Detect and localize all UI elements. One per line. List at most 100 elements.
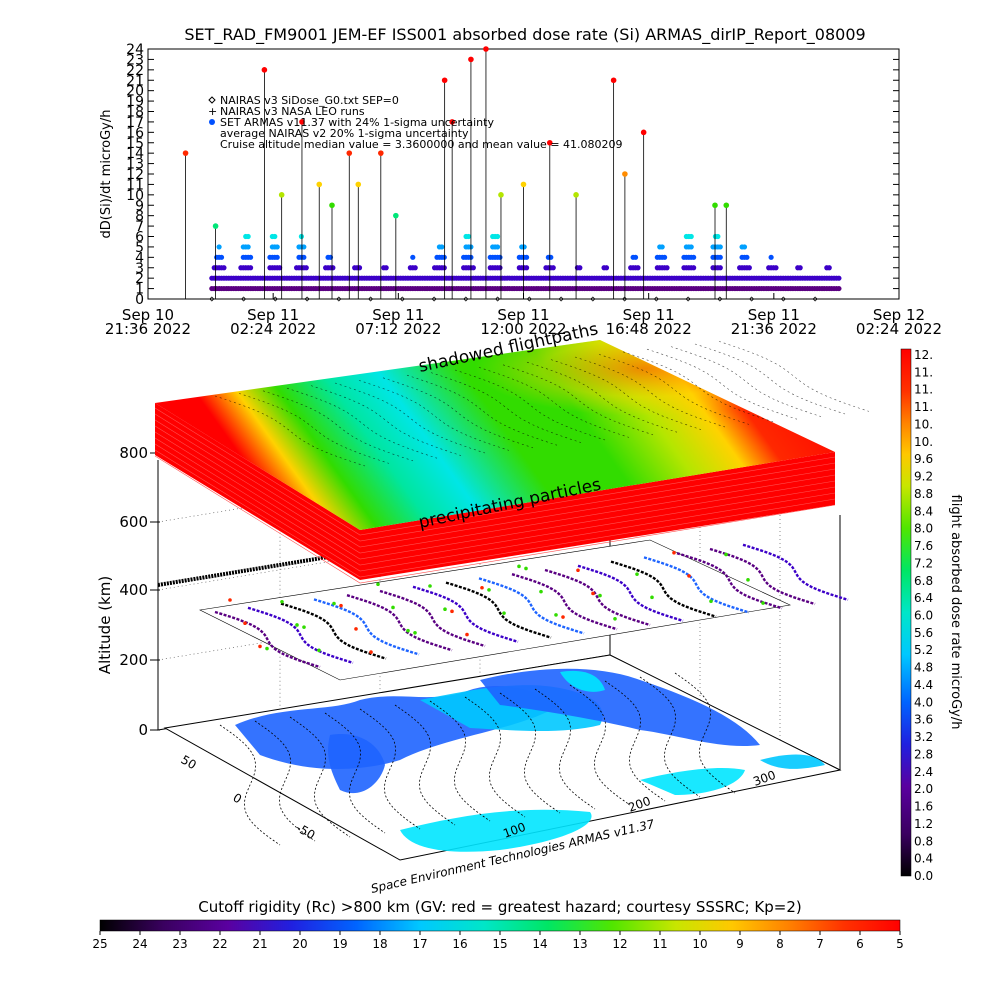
armas-spike-dot bbox=[712, 202, 718, 209]
right-colorbar-tick-label: 6.0 bbox=[914, 609, 933, 623]
bottom-colorbar-tick-label: 8 bbox=[776, 937, 784, 951]
armas-spike-dot bbox=[449, 119, 455, 125]
orbit-highlight-dot bbox=[746, 578, 750, 582]
armas-dot bbox=[494, 244, 501, 250]
ts-y-tick-label: 7 bbox=[135, 219, 144, 235]
nairas-diamond bbox=[463, 296, 469, 302]
3d-orbit-plane bbox=[199, 539, 792, 681]
right-colorbar-tick-label: 0.4 bbox=[914, 852, 933, 866]
ts-y-axis-label: dD(Si)/dt microGy/h bbox=[99, 110, 114, 239]
3d-cutoff-slab: shadowed flightpaths precipitating parti… bbox=[154, 319, 870, 584]
floor-ground-track bbox=[464, 696, 526, 818]
3d-floor-tracks bbox=[219, 672, 736, 846]
right-colorbar-tick-label: 2.0 bbox=[914, 782, 933, 796]
armas-dot bbox=[717, 254, 723, 260]
right-colorbar-tick-label: 8.0 bbox=[914, 522, 933, 536]
3d-z-tick-label: 400 bbox=[119, 581, 148, 599]
right-colorbar-ramp bbox=[900, 348, 912, 877]
ts-y-tick-label: 13 bbox=[126, 157, 144, 173]
ts-y-tick-label: 12 bbox=[126, 167, 144, 183]
nairas-diamond bbox=[717, 296, 723, 302]
bottom-colorbar-tick-label: 9 bbox=[736, 937, 744, 951]
bottom-colorbar-tick-label: 7 bbox=[816, 937, 824, 951]
orbit-track bbox=[247, 606, 354, 664]
nairas-diamond bbox=[368, 296, 374, 302]
ts-x-tick-day: Sep 12 bbox=[873, 306, 925, 324]
armas-spike-dot bbox=[441, 77, 448, 84]
figure-title: SET_RAD_FM9001 JEM-EF ISS001 absorbed do… bbox=[184, 25, 865, 45]
ts-y-tick-label: 17 bbox=[126, 115, 144, 131]
armas-spike-dot bbox=[610, 77, 617, 84]
ts-x-tick-time: 02:24 2022 bbox=[856, 320, 942, 338]
orbit-track bbox=[643, 556, 750, 614]
ts-y-tick-label: 3 bbox=[135, 261, 144, 277]
3d-lat-tick-label: -50 bbox=[294, 820, 318, 842]
orbit-highlight-dot bbox=[672, 550, 676, 555]
armas-dot bbox=[691, 265, 697, 271]
right-colorbar-tick-label: 0.0 bbox=[914, 869, 933, 883]
armas-dot bbox=[301, 254, 307, 260]
3d-grid-line bbox=[157, 584, 611, 661]
right-colorbar-tick-label: 2.4 bbox=[914, 765, 933, 779]
slab-right-face bbox=[360, 452, 835, 580]
ts-y-tick-label: 0 bbox=[135, 292, 144, 308]
orbit-track bbox=[346, 594, 453, 652]
slab-shadow-track bbox=[694, 343, 846, 415]
armas-dot bbox=[218, 254, 225, 260]
continent-shape bbox=[760, 754, 825, 769]
orbit-track bbox=[709, 547, 816, 606]
nairas-diamond bbox=[622, 296, 628, 302]
ts-y-tick-label: 4 bbox=[135, 250, 144, 266]
ts-y-tick-label: 10 bbox=[126, 188, 144, 204]
slab-shadow-track bbox=[526, 361, 678, 433]
ts-y-tick-label: 9 bbox=[135, 198, 144, 214]
right-colorbar-label: flight absorbed dose rate microGy/h bbox=[948, 495, 963, 730]
floor-ground-track bbox=[604, 680, 666, 802]
nairas-diamond bbox=[241, 296, 247, 302]
ts-x-tick-day: Sep 11 bbox=[497, 306, 549, 324]
right-colorbar-tick-label: 8.4 bbox=[914, 504, 933, 518]
3d-grid-line bbox=[157, 514, 611, 591]
right-colorbar-tick-label: 7.2 bbox=[914, 556, 933, 570]
bottom-colorbar-tick-label: 19 bbox=[332, 937, 347, 951]
right-colorbar-tick-label: 6.4 bbox=[914, 591, 933, 605]
floor-ground-track bbox=[219, 724, 281, 846]
slab-shadow-track bbox=[718, 341, 870, 412]
armas-dot bbox=[773, 265, 779, 271]
ts-x-tick-time: 12:00 2022 bbox=[480, 320, 566, 338]
bottom-colorbar-label: Cutoff rigidity (Rc) >800 km (GV: red = … bbox=[198, 898, 801, 916]
armas-dot bbox=[274, 244, 280, 250]
orbit-highlight-dot bbox=[317, 648, 321, 653]
slab-shadow-track bbox=[598, 354, 750, 425]
armas-dot bbox=[245, 244, 251, 250]
armas-dot bbox=[412, 265, 418, 271]
legend-entry: NAIRAS v3 NASA LEO runs bbox=[220, 105, 365, 118]
right-colorbar-tick-label: 1.2 bbox=[914, 817, 933, 831]
nairas-diamond bbox=[558, 296, 564, 302]
armas-dot bbox=[272, 233, 278, 240]
nairas-diamond bbox=[272, 296, 278, 302]
bottom-colorbar-ramp bbox=[99, 919, 901, 932]
orbit-highlight-dot bbox=[265, 646, 269, 651]
orbit-highlight-dot bbox=[761, 601, 765, 605]
orbit-highlight-dot bbox=[302, 625, 306, 629]
slab-layer-line bbox=[154, 431, 836, 560]
slab-shadow-track bbox=[310, 385, 462, 456]
bottom-colorbar-tick-label: 20 bbox=[292, 937, 307, 951]
armas-dot bbox=[523, 254, 530, 260]
orbit-track bbox=[478, 577, 585, 635]
right-colorbar-tick-label: 9.6 bbox=[914, 452, 933, 466]
armas-dot bbox=[768, 254, 774, 260]
armas-dot bbox=[548, 254, 554, 260]
right-colorbar: 0.0 0.4 0.8 1.2 1.6 2.0 2.4 2.8 3.2 3.6 4.0 4.4 4.8 5… bbox=[900, 348, 963, 883]
orbit-track bbox=[445, 581, 552, 639]
armas-spike-dot bbox=[378, 150, 384, 156]
continent-shape bbox=[560, 670, 605, 692]
orbit-highlight-dot bbox=[554, 613, 558, 617]
floor-ground-track bbox=[429, 700, 491, 822]
right-colorbar-tick-label: 11. bbox=[914, 365, 933, 379]
ts-x-tick-day: Sep 11 bbox=[748, 306, 800, 324]
orbit-highlight-dot bbox=[450, 609, 454, 614]
armas-dot bbox=[664, 265, 670, 271]
armas-dot bbox=[303, 265, 309, 271]
